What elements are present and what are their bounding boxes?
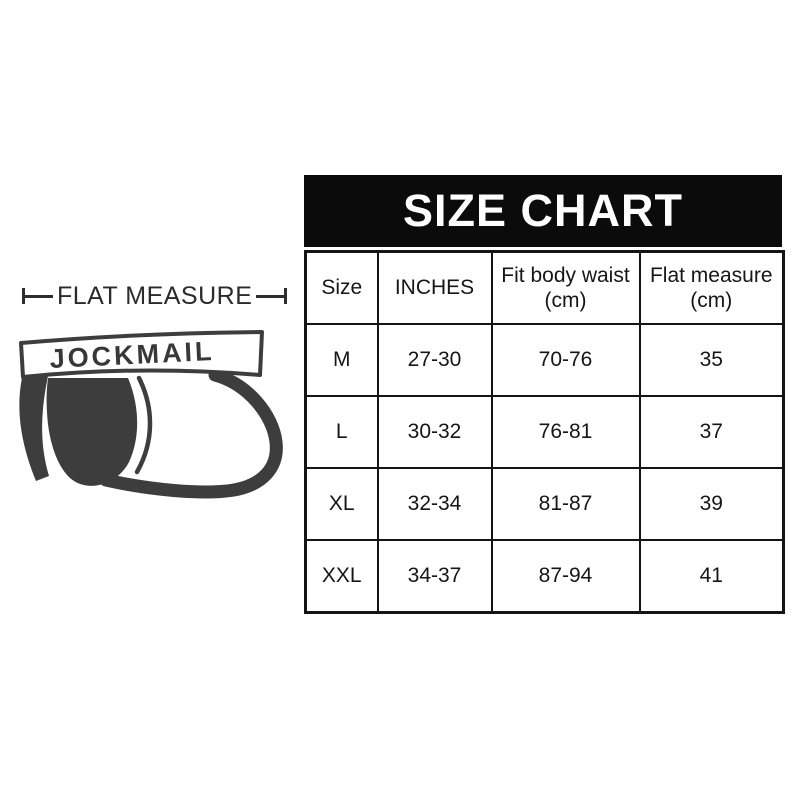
- flat-cell: 35: [638, 323, 785, 397]
- inches-cell: 27-30: [376, 323, 493, 397]
- measure-tick-right-icon: [256, 288, 288, 304]
- col-header-inches: INCHES: [376, 250, 493, 325]
- flat-cell: 39: [638, 467, 785, 541]
- col-header-fit-body-waist: Fit body waist (cm): [490, 250, 641, 325]
- size-table: Size INCHES Fit body waist (cm) Flat mea…: [304, 250, 785, 614]
- header-row: Size INCHES Fit body waist (cm) Flat mea…: [304, 250, 785, 325]
- flat-measure-caption: FLAT MEASURE: [22, 281, 288, 311]
- size-cell: L: [304, 395, 379, 469]
- size-chart-panel: SIZE CHART Size INCHES Fit body waist (c…: [304, 175, 785, 614]
- table-row-m: M 27-30 70-76 35: [304, 323, 785, 397]
- jockstrap-drawing-icon: JOCKMAIL: [19, 330, 283, 499]
- jockstrap-illustration: JOCKMAIL: [10, 320, 300, 520]
- inches-cell: 32-34: [376, 467, 493, 541]
- table-row-xl: XL 32-34 81-87 39: [304, 467, 785, 541]
- flat-cell: 41: [638, 539, 785, 614]
- size-cell: XXL: [304, 539, 379, 614]
- table-row-l: L 30-32 76-81 37: [304, 395, 785, 469]
- size-cell: M: [304, 323, 379, 397]
- right-strap-shape: [99, 368, 283, 499]
- flat-cell: 37: [638, 395, 785, 469]
- size-cell: XL: [304, 467, 379, 541]
- col-header-size: Size: [304, 250, 379, 325]
- table-row-xxl: XXL 34-37 87-94 41: [304, 539, 785, 614]
- inches-cell: 30-32: [376, 395, 493, 469]
- leg-seam-arc: [134, 375, 153, 475]
- waistband-shape: [19, 330, 264, 379]
- col-header-flat-measure: Flat measure (cm): [638, 250, 785, 325]
- waist-cell: 76-81: [490, 395, 641, 469]
- waist-cell: 81-87: [490, 467, 641, 541]
- inches-cell: 34-37: [376, 539, 493, 614]
- flat-measure-label: FLAT MEASURE: [57, 281, 253, 310]
- waist-cell: 87-94: [490, 539, 641, 614]
- pouch-shape: [46, 378, 138, 486]
- size-chart-title: SIZE CHART: [304, 175, 782, 247]
- left-strap-shape: [19, 376, 49, 481]
- waist-cell: 70-76: [490, 323, 641, 397]
- measure-tick-left-icon: [22, 288, 53, 304]
